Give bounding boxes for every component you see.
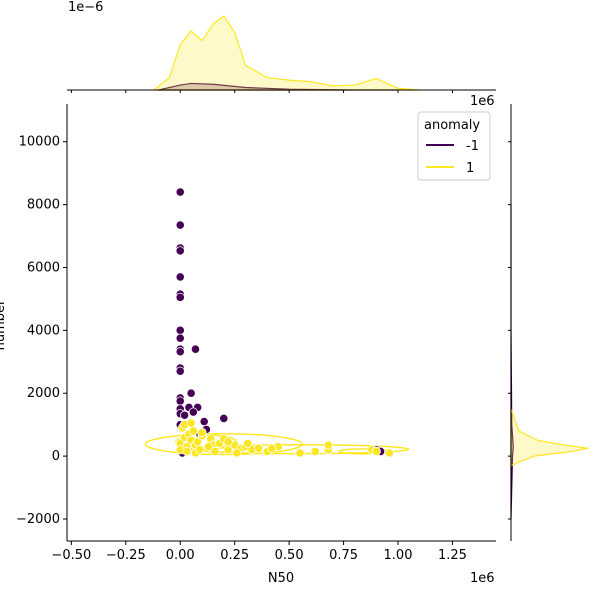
- x-axis-label: N50: [268, 571, 294, 586]
- y-axis-label: number: [0, 299, 8, 350]
- scatter-point-neg1: [186, 388, 196, 398]
- x-tick-label: −0.50: [51, 548, 91, 563]
- right-marginal-density-pos1: [510, 408, 589, 467]
- scatter-point-pos1: [310, 446, 320, 456]
- y-tick-label: 4000: [27, 323, 60, 338]
- legend-label-pos1: 1: [466, 161, 474, 176]
- scatter-point-neg1: [175, 333, 185, 343]
- x-tick-label: 0.50: [275, 548, 304, 563]
- x-tick-label: 1.00: [384, 548, 413, 563]
- scatter-point-neg1: [175, 187, 185, 197]
- scatter-point-pos1: [182, 446, 192, 456]
- scatter-point-pos1: [210, 446, 220, 456]
- top-marginal-plot: [67, 15, 496, 93]
- legend-title: anomaly: [424, 118, 480, 133]
- scatter-point-pos1: [188, 426, 198, 436]
- y-tick-label: −2000: [16, 512, 60, 527]
- scatter-point-neg1: [175, 292, 185, 302]
- legend-label-neg1: -1: [466, 139, 479, 154]
- y-tick-label: 0: [52, 449, 60, 464]
- scatter-point-pos1: [323, 440, 333, 450]
- scatter-point-neg1: [175, 272, 185, 282]
- scatter-point-pos1: [371, 446, 381, 456]
- scatter-point-pos1: [232, 448, 242, 458]
- x-tick-label: 0.00: [166, 548, 195, 563]
- scatter-point-pos1: [223, 437, 233, 447]
- scatter-point-neg1: [175, 366, 185, 376]
- marginal-offset-label: 1e−6: [68, 0, 103, 15]
- scatter-point-neg1: [175, 220, 185, 230]
- scatter-point-pos1: [267, 443, 277, 453]
- legend: anomaly -1 1: [417, 111, 491, 181]
- scatter-point-neg1: [190, 344, 201, 354]
- scatter-point-pos1: [186, 418, 196, 428]
- scatter-point-neg1: [175, 325, 185, 335]
- scatter-point-neg1: [199, 416, 209, 427]
- y-tick-label: 2000: [27, 386, 60, 401]
- x-tick-label: 0.25: [220, 548, 249, 563]
- scatter-point-neg1: [175, 396, 185, 406]
- main-plot-area: −0.50 −0.25 0.00 0.25 0.50 0.75 1.00 1.25 −2000 0…: [16, 104, 496, 563]
- y-offset-label: 1e6: [470, 94, 495, 109]
- scatter-point-pos1: [254, 443, 264, 453]
- scatter-point-neg1: [175, 246, 185, 256]
- scatter-point-neg1: [175, 347, 185, 357]
- y-tick-label: 10000: [19, 135, 60, 150]
- scatter-point-pos1: [243, 438, 253, 449]
- y-tick-label: 8000: [27, 198, 60, 213]
- scatter-point-pos1: [295, 448, 305, 458]
- x-offset-label: 1e6: [470, 571, 495, 586]
- scatter-point-pos1: [195, 445, 205, 455]
- top-marginal-density-pos1: [153, 15, 421, 91]
- x-tick-label: 0.75: [329, 548, 358, 563]
- scatter-point-pos1: [203, 442, 214, 452]
- scatter-point-neg1: [188, 407, 198, 417]
- y-tick-label: 6000: [27, 260, 60, 275]
- x-tick-label: −0.25: [106, 548, 146, 563]
- scatter-point-pos1: [197, 427, 207, 438]
- scatter-point-neg1: [219, 413, 229, 423]
- scatter-point-pos1: [384, 448, 394, 458]
- x-tick-label: 1.25: [438, 548, 467, 563]
- right-marginal-plot: [508, 104, 589, 541]
- scatter-point-neg1: [179, 410, 190, 420]
